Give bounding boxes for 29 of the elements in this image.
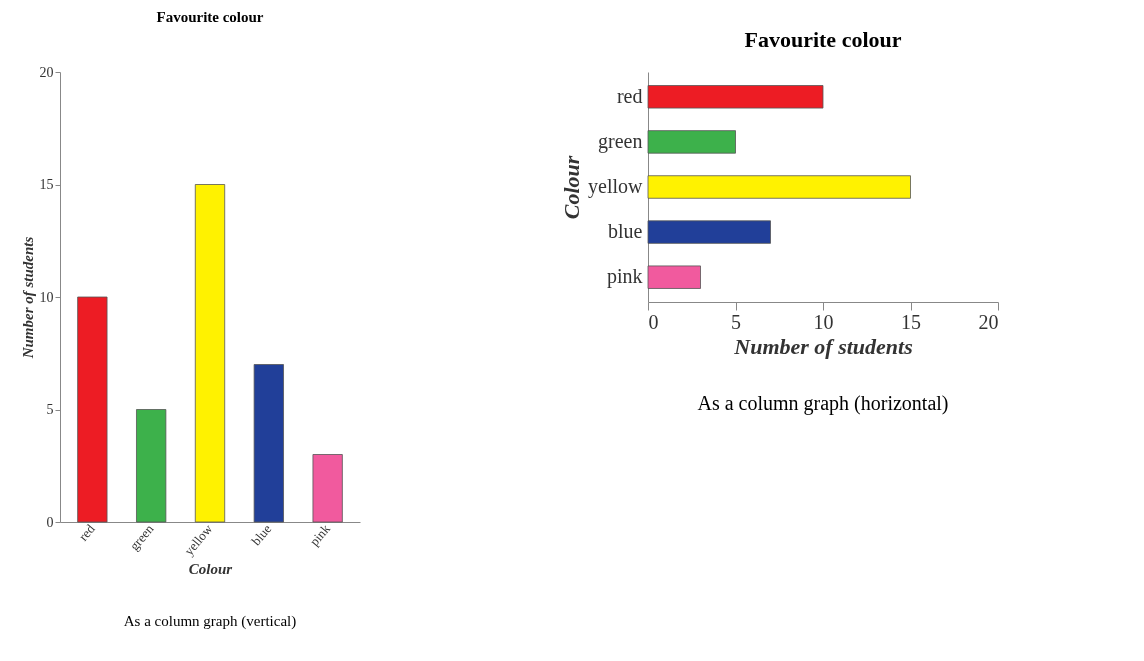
x-tick-label: 5: [731, 310, 741, 333]
x-axis-title: Colour: [188, 561, 233, 578]
y-tick-label: red: [616, 84, 643, 107]
text: As a column graph (vertical): [123, 613, 297, 630]
x-tick-label: blue: [248, 521, 275, 549]
y-axis-title: Number of students: [19, 236, 36, 360]
bar: [253, 364, 284, 523]
x-tick-label: red: [75, 520, 99, 544]
bar: [136, 409, 167, 523]
y-tick-label: 10: [39, 289, 54, 305]
x-tick-label: 20: [978, 310, 999, 333]
bar: [194, 184, 226, 523]
y-axis-title: Colour: [559, 155, 585, 220]
chart-title: Favourite colour: [744, 27, 902, 52]
y-tick-label: 15: [39, 177, 54, 192]
y-tick-label: pink: [606, 265, 643, 289]
x-axis-title: Number of students: [733, 333, 913, 359]
y-tick-label: 20: [39, 64, 54, 80]
text: As a column graph (horizontal): [697, 392, 949, 415]
chart-title: Favourite colour: [156, 9, 264, 25]
bar: [312, 454, 343, 523]
y-tick-label: blue: [608, 220, 643, 243]
x-tick-label: 0: [648, 310, 659, 333]
y-tick-label: 5: [46, 402, 54, 417]
y-tick-label: green: [598, 129, 643, 153]
x-tick-label: 10: [813, 310, 834, 333]
x-tick-label: 15: [901, 310, 921, 333]
bar: [77, 296, 108, 523]
y-tick-label: yellow: [588, 175, 644, 198]
